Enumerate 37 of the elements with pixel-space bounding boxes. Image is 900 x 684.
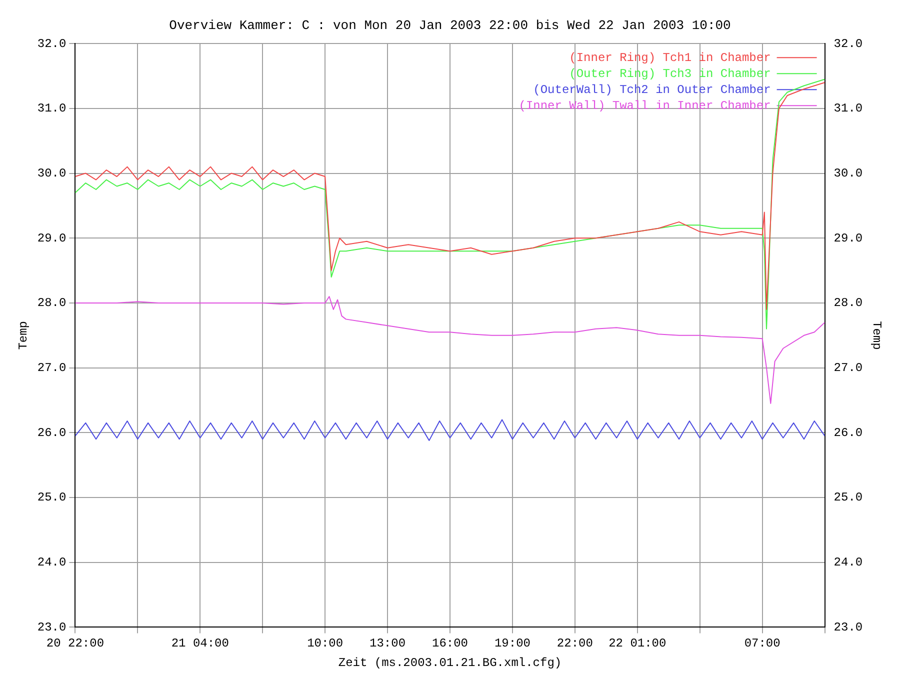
x-tick-label: 21 04:00 xyxy=(171,636,229,651)
y2-tick-label: 23.0 xyxy=(834,620,863,634)
y-tick-label: 29.0 xyxy=(37,231,66,246)
y-tick-label: 30.0 xyxy=(37,166,66,180)
legend-label: (Inner Ring) Tch1 in Chamber xyxy=(569,50,771,65)
y2-tick-label: 31.0 xyxy=(834,102,863,116)
x-tick-label: 13:00 xyxy=(370,636,406,651)
y2-tick-label: 28.0 xyxy=(834,296,863,310)
x-tick-label: 16:00 xyxy=(432,636,468,651)
y2-tick-label: 27.0 xyxy=(834,360,863,375)
y-tick-label: 28.0 xyxy=(37,296,66,310)
x-tick-label: 20 22:00 xyxy=(46,636,104,651)
x-tick-label: 22 01:00 xyxy=(608,636,666,651)
chart-title: Overview Kammer: C : von Mon 20 Jan 2003 22:00 bis Wed 22 Jan 2003 10:00 xyxy=(169,18,731,34)
y-tick-label: 25.0 xyxy=(37,490,66,505)
y-tick-label: 32.0 xyxy=(37,36,66,51)
x-axis-title: Zeit (ms.2003.01.21.BG.xml.cfg) xyxy=(338,656,562,670)
x-tick-label: 07:00 xyxy=(744,636,780,651)
y2-tick-label: 29.0 xyxy=(834,231,863,246)
x-tick-label: 19:00 xyxy=(494,636,530,651)
y-axis-title: Temp xyxy=(16,320,30,350)
y2-tick-label: 26.0 xyxy=(834,426,863,440)
y2-tick-label: 25.0 xyxy=(834,490,863,505)
legend-label: (Outer Ring) Tch3 in Chamber xyxy=(569,66,771,81)
y-tick-label: 31.0 xyxy=(37,102,66,116)
y2-tick-label: 24.0 xyxy=(834,556,863,570)
y-tick-label: 27.0 xyxy=(37,360,66,375)
legend-label: (Inner Wall) Twall in Inner Chamber xyxy=(518,98,771,113)
y2-tick-label: 32.0 xyxy=(834,36,863,51)
y2-axis-title: Temp xyxy=(870,320,884,350)
x-tick-label: 22:00 xyxy=(556,636,593,651)
y-tick-label: 24.0 xyxy=(37,556,66,570)
legend-label: (OuterWall) Tch2 in Outer Chamber xyxy=(533,82,771,97)
y-tick-label: 23.0 xyxy=(37,620,66,634)
y-tick-label: 26.0 xyxy=(37,426,66,440)
y2-tick-label: 30.0 xyxy=(834,166,863,180)
x-tick-label: 10:00 xyxy=(307,636,344,651)
